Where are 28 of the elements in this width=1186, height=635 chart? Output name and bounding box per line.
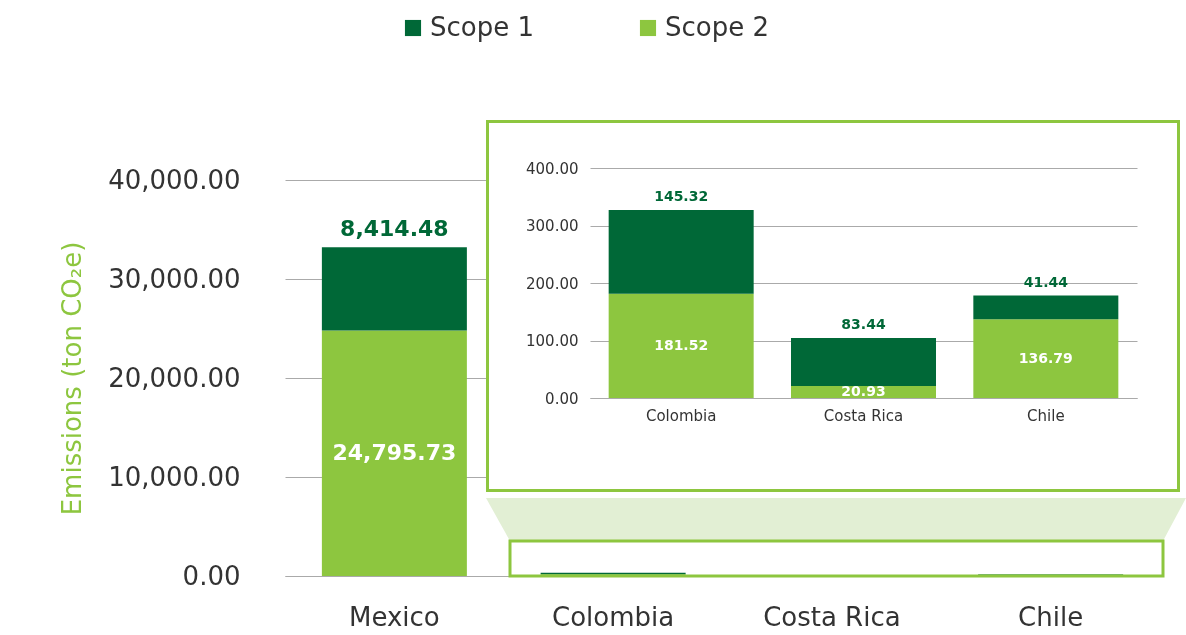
- data-label: 41.44: [1023, 273, 1069, 290]
- x-tick-label: Mexico: [348, 601, 440, 632]
- legend-label: Scope 2: [665, 12, 770, 42]
- y-tick-label: 200.00: [526, 274, 579, 293]
- data-label: 24,795.73: [332, 440, 457, 466]
- x-tick-label: Chile: [1027, 406, 1065, 425]
- data-label: 20.93: [841, 382, 886, 399]
- x-tick-label: Colombia: [552, 601, 675, 632]
- y-tick-label: 30,000.00: [108, 263, 241, 294]
- x-tick-label: Costa Rica: [763, 601, 901, 632]
- y-tick-label: 300.00: [526, 217, 579, 235]
- y-tick-label: 40,000.00: [108, 164, 241, 195]
- y-axis-title: Emissions (ton CO₂e): [57, 241, 88, 516]
- data-label: 145.32: [654, 188, 709, 205]
- data-label: 8,414.48: [340, 216, 449, 242]
- data-label: 83.44: [841, 315, 886, 332]
- x-tick-label: Costa Rica: [823, 406, 904, 425]
- x-tick-label: Chile: [1018, 601, 1084, 632]
- data-label: 181.52: [654, 336, 709, 353]
- data-label: 136.79: [1018, 349, 1073, 366]
- y-tick-label: 0.00: [182, 560, 241, 591]
- y-tick-label: 10,000.00: [108, 461, 241, 492]
- y-tick-label: 400.00: [526, 159, 579, 178]
- y-tick-label: 100.00: [526, 332, 579, 350]
- y-tick-label: 0.00: [545, 389, 579, 408]
- x-tick-label: Colombia: [645, 406, 717, 425]
- legend-label: Scope 1: [430, 12, 535, 42]
- y-tick-label: 20,000.00: [108, 362, 241, 393]
